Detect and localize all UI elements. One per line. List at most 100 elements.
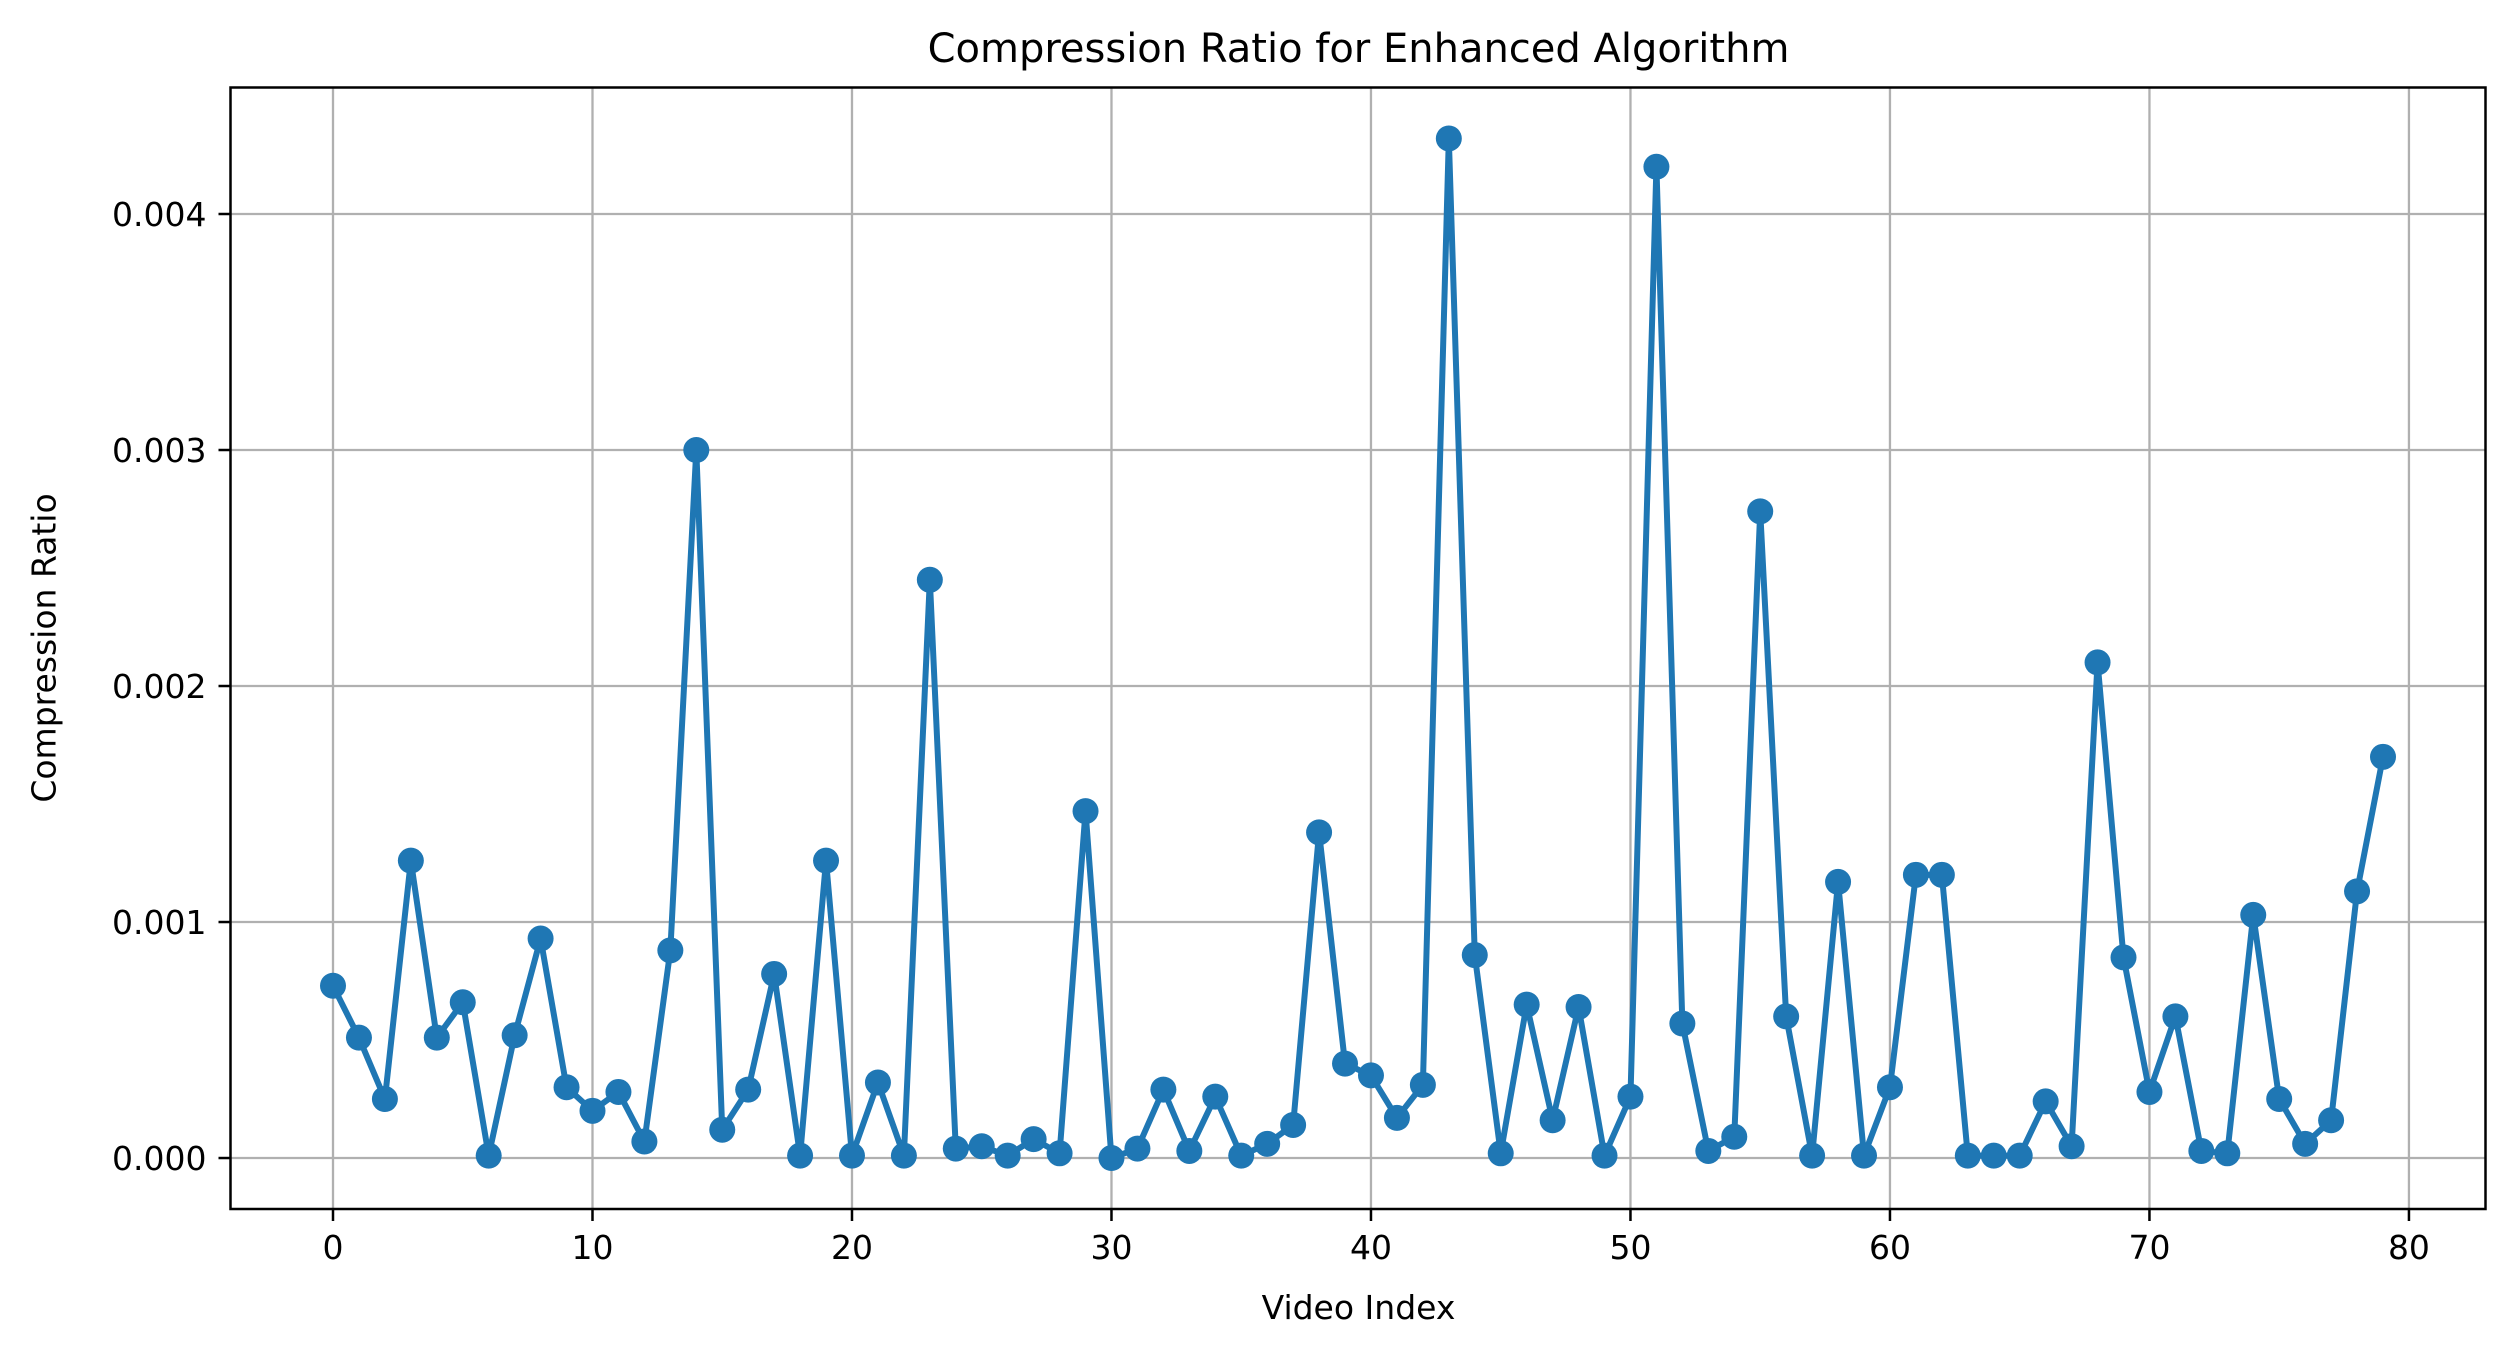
data-point <box>320 972 346 999</box>
data-point <box>1695 1137 1722 1164</box>
data-point <box>631 1128 658 1155</box>
data-point <box>2266 1086 2293 1113</box>
y-tick-label: 0.000 <box>112 1139 206 1178</box>
data-point <box>501 1022 528 1049</box>
x-tick-label: 20 <box>831 1228 873 1267</box>
x-axis-label: Video Index <box>1261 1288 1456 1327</box>
data-point <box>1513 991 1540 1018</box>
data-point <box>1954 1142 1981 1169</box>
chart-title: Compression Ratio for Enhanced Algorithm <box>927 26 1790 72</box>
data-point <box>1020 1126 1047 1153</box>
data-point <box>1721 1123 1748 1150</box>
data-point <box>1851 1142 1878 1169</box>
data-point <box>1565 993 1592 1020</box>
data-point <box>1669 1010 1696 1037</box>
data-point <box>371 1086 398 1113</box>
data-point <box>1591 1142 1618 1169</box>
data-point <box>813 847 840 874</box>
x-tick-label: 80 <box>2388 1228 2430 1267</box>
x-tick-label: 40 <box>1350 1228 1392 1267</box>
data-point <box>942 1135 969 1162</box>
data-point <box>1643 153 1670 180</box>
y-tick-label: 0.001 <box>112 903 206 942</box>
data-point <box>968 1133 995 1160</box>
data-point <box>1487 1140 1514 1167</box>
data-point <box>864 1069 891 1096</box>
data-point <box>2240 901 2267 928</box>
data-point <box>838 1142 865 1169</box>
data-point <box>1202 1083 1229 1110</box>
data-point <box>1435 125 1462 152</box>
data-point <box>787 1142 814 1169</box>
data-point <box>1124 1135 1151 1162</box>
data-point <box>2032 1088 2059 1115</box>
data-point <box>2292 1130 2319 1157</box>
data-point <box>916 566 943 593</box>
data-point <box>657 937 684 964</box>
data-point <box>1098 1145 1125 1172</box>
data-point <box>1461 942 1488 969</box>
data-point <box>709 1116 736 1143</box>
data-point <box>1046 1140 1073 1167</box>
data-point <box>1306 819 1333 846</box>
data-point <box>1799 1142 1826 1169</box>
data-point <box>2136 1078 2163 1105</box>
data-point <box>1980 1142 2007 1169</box>
data-line <box>330 135 2386 1162</box>
data-point <box>2084 649 2111 676</box>
data-point <box>2110 944 2137 971</box>
data-point <box>1617 1083 1644 1110</box>
data-point <box>1928 861 1955 888</box>
data-point <box>1825 868 1852 895</box>
data-point <box>605 1078 632 1105</box>
data-point <box>423 1024 450 1051</box>
data-point <box>761 960 788 987</box>
data-point <box>579 1097 606 1124</box>
data-point <box>1228 1142 1255 1169</box>
data-point <box>1539 1107 1566 1134</box>
x-tick-label: 50 <box>1609 1228 1651 1267</box>
x-tick-label: 30 <box>1090 1228 1132 1267</box>
data-point <box>449 989 476 1016</box>
data-point <box>527 925 554 952</box>
data-point <box>345 1024 372 1051</box>
data-point <box>1150 1076 1177 1103</box>
x-tick-label: 0 <box>323 1228 344 1267</box>
data-point <box>2344 878 2371 905</box>
x-tick-label: 10 <box>571 1228 613 1267</box>
data-point <box>397 847 424 874</box>
data-point <box>1383 1104 1410 1131</box>
data-point <box>475 1142 502 1169</box>
data-point <box>1747 498 1774 525</box>
data-point <box>994 1142 1021 1169</box>
x-tick-label: 70 <box>2128 1228 2170 1267</box>
data-point <box>1072 798 1099 825</box>
data-point <box>1280 1111 1307 1138</box>
data-point <box>2214 1140 2241 1167</box>
data-point <box>2006 1142 2033 1169</box>
data-point <box>1332 1050 1359 1077</box>
data-point <box>1409 1071 1436 1098</box>
x-tick-label: 60 <box>1869 1228 1911 1267</box>
data-point <box>2370 743 2396 770</box>
y-tick-label: 0.002 <box>112 667 206 706</box>
data-point <box>1773 1003 1800 1030</box>
data-point <box>2058 1133 2085 1160</box>
y-tick-label: 0.004 <box>112 195 206 234</box>
data-point <box>683 437 710 464</box>
data-point <box>1176 1137 1203 1164</box>
data-point <box>2162 1003 2189 1030</box>
data-point <box>1902 861 1929 888</box>
data-point <box>1254 1130 1281 1157</box>
axes-border <box>229 86 2487 1211</box>
data-point <box>2318 1107 2345 1134</box>
data-point <box>553 1074 580 1101</box>
y-tick-label: 0.003 <box>112 431 206 470</box>
data-point <box>890 1142 917 1169</box>
data-point <box>1876 1074 1903 1101</box>
data-point <box>1357 1062 1384 1089</box>
data-point <box>2188 1137 2215 1164</box>
data-point <box>735 1076 762 1103</box>
